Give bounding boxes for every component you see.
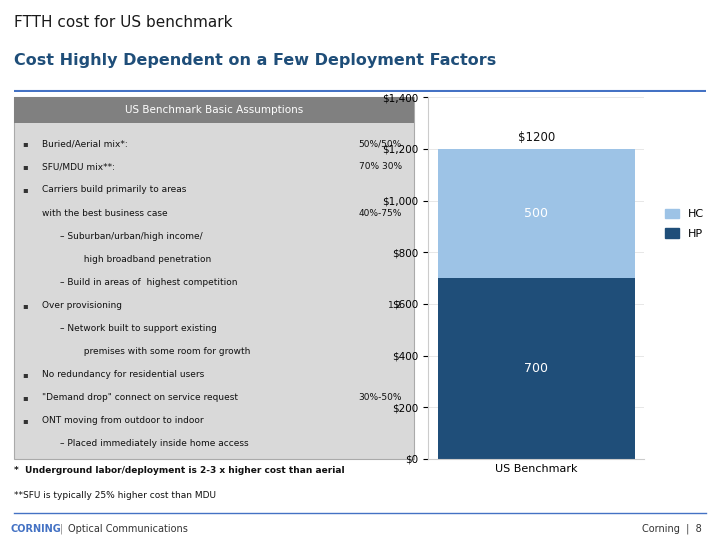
- Text: No redundancy for residential users: No redundancy for residential users: [42, 370, 204, 379]
- Text: *  Underground labor/deployment is 2-3 x higher cost than aerial: * Underground labor/deployment is 2-3 x …: [14, 466, 345, 475]
- Text: with the best business case: with the best business case: [42, 208, 168, 218]
- Text: ▪: ▪: [22, 185, 28, 194]
- Bar: [438, 278, 634, 459]
- Text: ▪: ▪: [22, 139, 28, 148]
- Text: $1200: $1200: [518, 131, 555, 144]
- Text: – Suburban/urban/high income/: – Suburban/urban/high income/: [60, 232, 203, 241]
- Text: 1.2: 1.2: [388, 301, 402, 310]
- Text: ▪: ▪: [22, 163, 28, 171]
- Text: ▪: ▪: [22, 301, 28, 310]
- Text: Corning  |  8: Corning | 8: [642, 523, 702, 534]
- Text: 50%/50%: 50%/50%: [359, 139, 402, 148]
- Text: 700: 700: [524, 362, 549, 375]
- Bar: [438, 149, 634, 278]
- Text: – Network built to support existing: – Network built to support existing: [60, 324, 217, 333]
- Text: Optical Communications: Optical Communications: [68, 524, 188, 534]
- Text: ▪: ▪: [22, 393, 28, 402]
- Text: 40%-75%: 40%-75%: [359, 208, 402, 218]
- Text: "Demand drop" connect on service request: "Demand drop" connect on service request: [42, 393, 238, 402]
- Text: premises with some room for growth: premises with some room for growth: [78, 347, 251, 356]
- Text: **SFU is typically 25% higher cost than MDU: **SFU is typically 25% higher cost than …: [14, 490, 217, 500]
- Text: high broadband penetration: high broadband penetration: [78, 255, 212, 264]
- Text: ONT moving from outdoor to indoor: ONT moving from outdoor to indoor: [42, 416, 204, 426]
- Text: Over provisioning: Over provisioning: [42, 301, 122, 310]
- Text: ▪: ▪: [22, 416, 28, 426]
- Text: SFU/MDU mix**:: SFU/MDU mix**:: [42, 163, 115, 171]
- Text: Buried/Aerial mix*:: Buried/Aerial mix*:: [42, 139, 128, 148]
- Text: |: |: [60, 523, 63, 534]
- Bar: [14, 97, 414, 123]
- Text: – Build in areas of  highest competition: – Build in areas of highest competition: [60, 278, 238, 287]
- Text: – Placed immediately inside home access: – Placed immediately inside home access: [60, 440, 249, 448]
- Text: 500: 500: [524, 207, 549, 220]
- Text: Cost Highly Dependent on a Few Deployment Factors: Cost Highly Dependent on a Few Deploymen…: [14, 53, 497, 68]
- Text: 30%-50%: 30%-50%: [359, 393, 402, 402]
- Text: FTTH cost for US benchmark: FTTH cost for US benchmark: [14, 15, 233, 30]
- Legend: HC, HP: HC, HP: [661, 204, 708, 244]
- Text: 70% 30%: 70% 30%: [359, 163, 402, 171]
- Text: Carriers build primarily to areas: Carriers build primarily to areas: [42, 185, 186, 194]
- Text: US Benchmark Basic Assumptions: US Benchmark Basic Assumptions: [125, 105, 303, 115]
- Text: CORNING: CORNING: [11, 524, 61, 534]
- Text: ▪: ▪: [22, 370, 28, 379]
